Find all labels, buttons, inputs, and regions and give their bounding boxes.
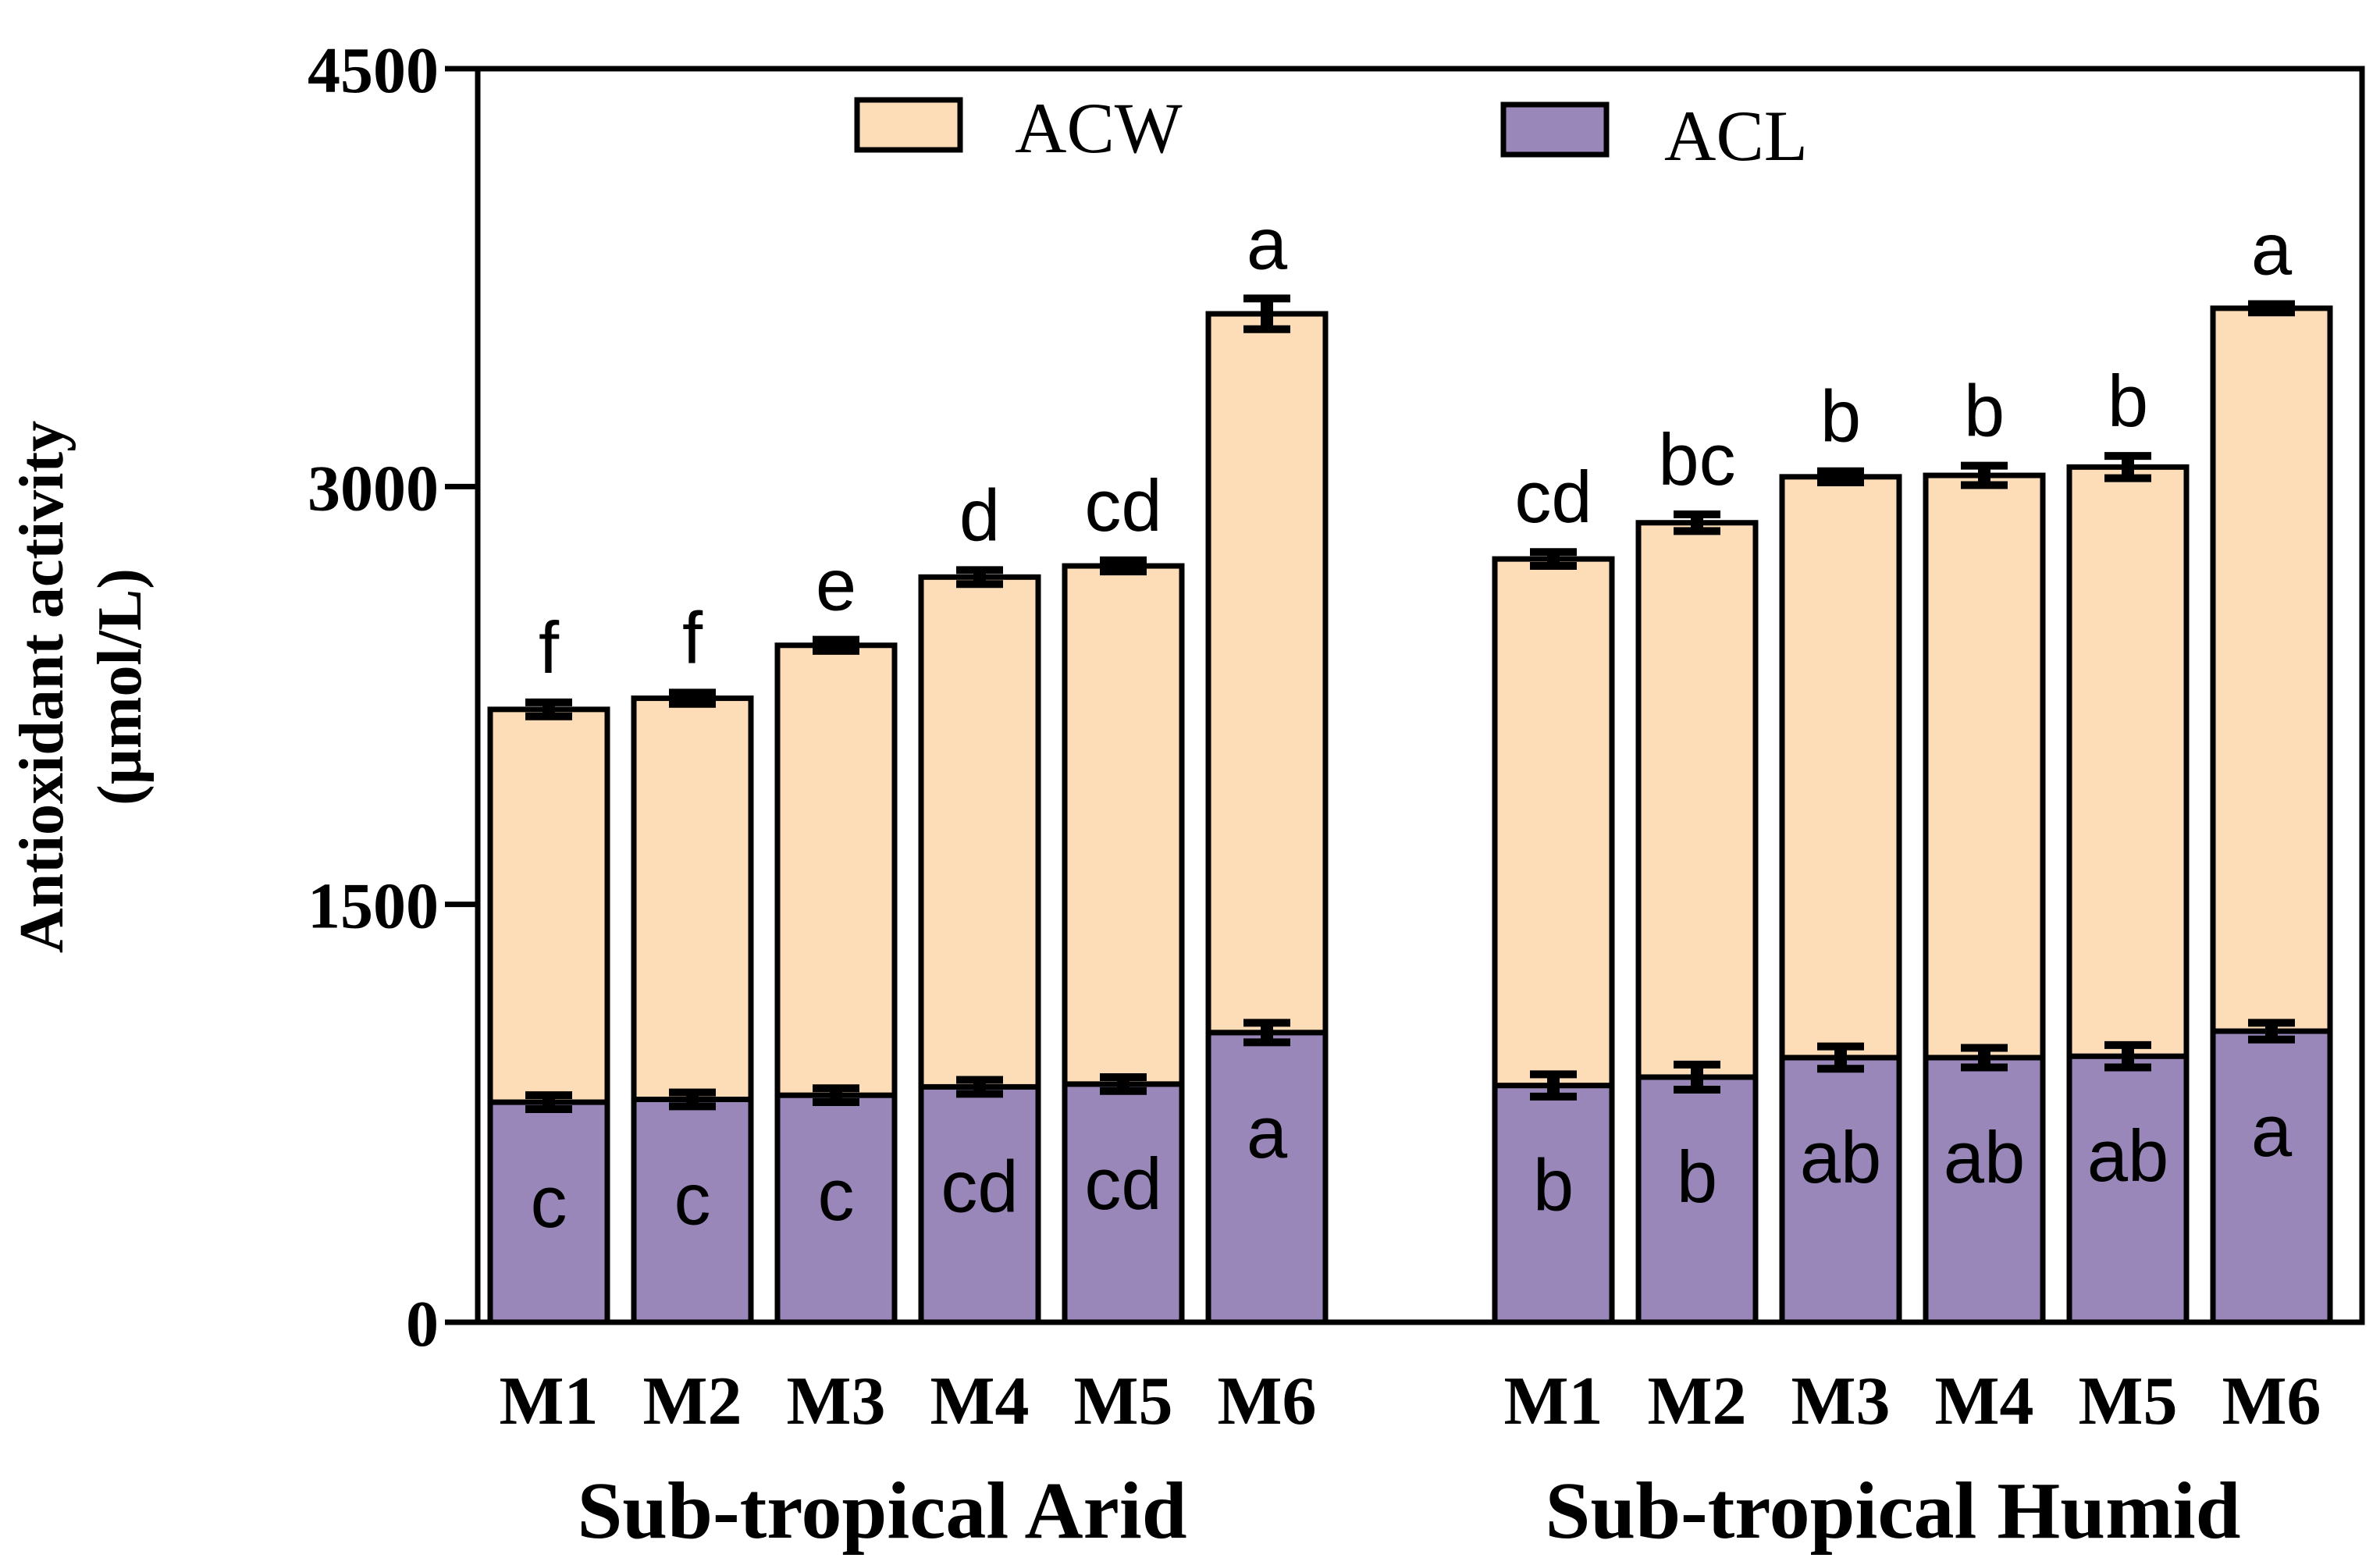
bar-acw: [1208, 314, 1325, 1033]
x-category-label: M2: [642, 1364, 742, 1439]
y-tick-label: 3000: [308, 452, 439, 525]
bar-acw: [777, 646, 895, 1095]
significance-letter-acw: f: [539, 606, 560, 688]
bar-acl: [2213, 1031, 2330, 1322]
legend-swatch-acw: [857, 100, 960, 150]
x-category-label: M4: [930, 1364, 1029, 1439]
significance-letter-acw: b: [2108, 360, 2148, 442]
y-tick-label: 1500: [308, 870, 439, 943]
significance-letter-acw: bc: [1658, 418, 1735, 500]
legend: ACW ACL: [857, 88, 1808, 176]
significance-letter-acw: d: [959, 474, 1000, 556]
bar-acl: [1208, 1033, 1325, 1322]
legend-label-acw: ACW: [1015, 88, 1183, 168]
x-category-label: M1: [499, 1364, 598, 1439]
bar-acw: [2069, 467, 2186, 1056]
x-category-label: M3: [1791, 1364, 1890, 1439]
significance-letter-acw: b: [1964, 370, 2005, 452]
bar-acw: [1065, 566, 1182, 1084]
significance-letter-acl: c: [531, 1161, 567, 1243]
significance-letter-acw: a: [2251, 208, 2293, 290]
x-category-label: M5: [2078, 1364, 2177, 1439]
chart: fcM1fcM2ecM3dcdM4cdcdM5aaM6Sub-tropical …: [0, 0, 2380, 1565]
significance-letter-acl: ab: [1800, 1116, 1882, 1198]
legend-swatch-acl: [1503, 105, 1606, 155]
y-tick-label: 0: [406, 1288, 439, 1360]
y-axis-title-line2: (µmol/L): [86, 568, 155, 806]
x-category-label: M6: [2222, 1364, 2321, 1439]
significance-letter-acl: ab: [2087, 1115, 2169, 1197]
x-category-label: M3: [786, 1364, 885, 1439]
bars-layer: [490, 298, 2330, 1322]
group-label: Sub-tropical Arid: [577, 1466, 1186, 1556]
significance-letter-acl: a: [1247, 1091, 1288, 1173]
significance-letter-acw: cd: [1084, 464, 1162, 546]
legend-label-acl: ACL: [1664, 96, 1808, 176]
significance-letter-acl: cd: [941, 1145, 1018, 1227]
significance-letter-acl: c: [818, 1154, 855, 1236]
significance-letter-acw: b: [1820, 375, 1861, 457]
x-category-label: M5: [1073, 1364, 1172, 1439]
bar-acw: [1638, 523, 1756, 1077]
bar-acw: [634, 699, 751, 1100]
significance-letter-acw: f: [682, 596, 703, 678]
bar-acw: [1926, 475, 2043, 1058]
significance-letter-acw: cd: [1514, 456, 1592, 538]
group-label: Sub-tropical Humid: [1546, 1466, 2241, 1556]
x-category-label: M2: [1647, 1364, 1746, 1439]
bar-acw: [2213, 308, 2330, 1031]
significance-letter-acl: a: [2251, 1090, 2293, 1172]
bar-acw: [1782, 477, 1899, 1058]
significance-letter-acl: cd: [1084, 1143, 1162, 1225]
significance-letter-acl: ab: [1944, 1116, 2026, 1198]
significance-letter-acl: c: [674, 1158, 711, 1240]
bar-acw: [1495, 559, 1612, 1086]
y-axis-title-line1: Antioxidant activity: [8, 421, 76, 953]
y-tick-label: 4500: [308, 34, 439, 107]
significance-letter-acl: b: [1677, 1136, 1717, 1218]
y-axis: 0 1500 3000 4500: [308, 34, 478, 1360]
significance-letter-acw: a: [1247, 202, 1288, 284]
significance-letter-acw: e: [816, 544, 856, 626]
bar-acw: [921, 577, 1038, 1087]
y-axis-title: Antioxidant activity (µmol/L): [8, 421, 155, 953]
x-category-label: M4: [1934, 1364, 2033, 1439]
significance-letter-acl: b: [1533, 1144, 1574, 1226]
bar-acw: [490, 710, 607, 1102]
labels-layer: fcM1fcM2ecM3dcdM4cdcdM5aaM6Sub-tropical …: [499, 202, 2321, 1556]
x-category-label: M6: [1217, 1364, 1316, 1439]
x-category-label: M1: [1503, 1364, 1603, 1439]
